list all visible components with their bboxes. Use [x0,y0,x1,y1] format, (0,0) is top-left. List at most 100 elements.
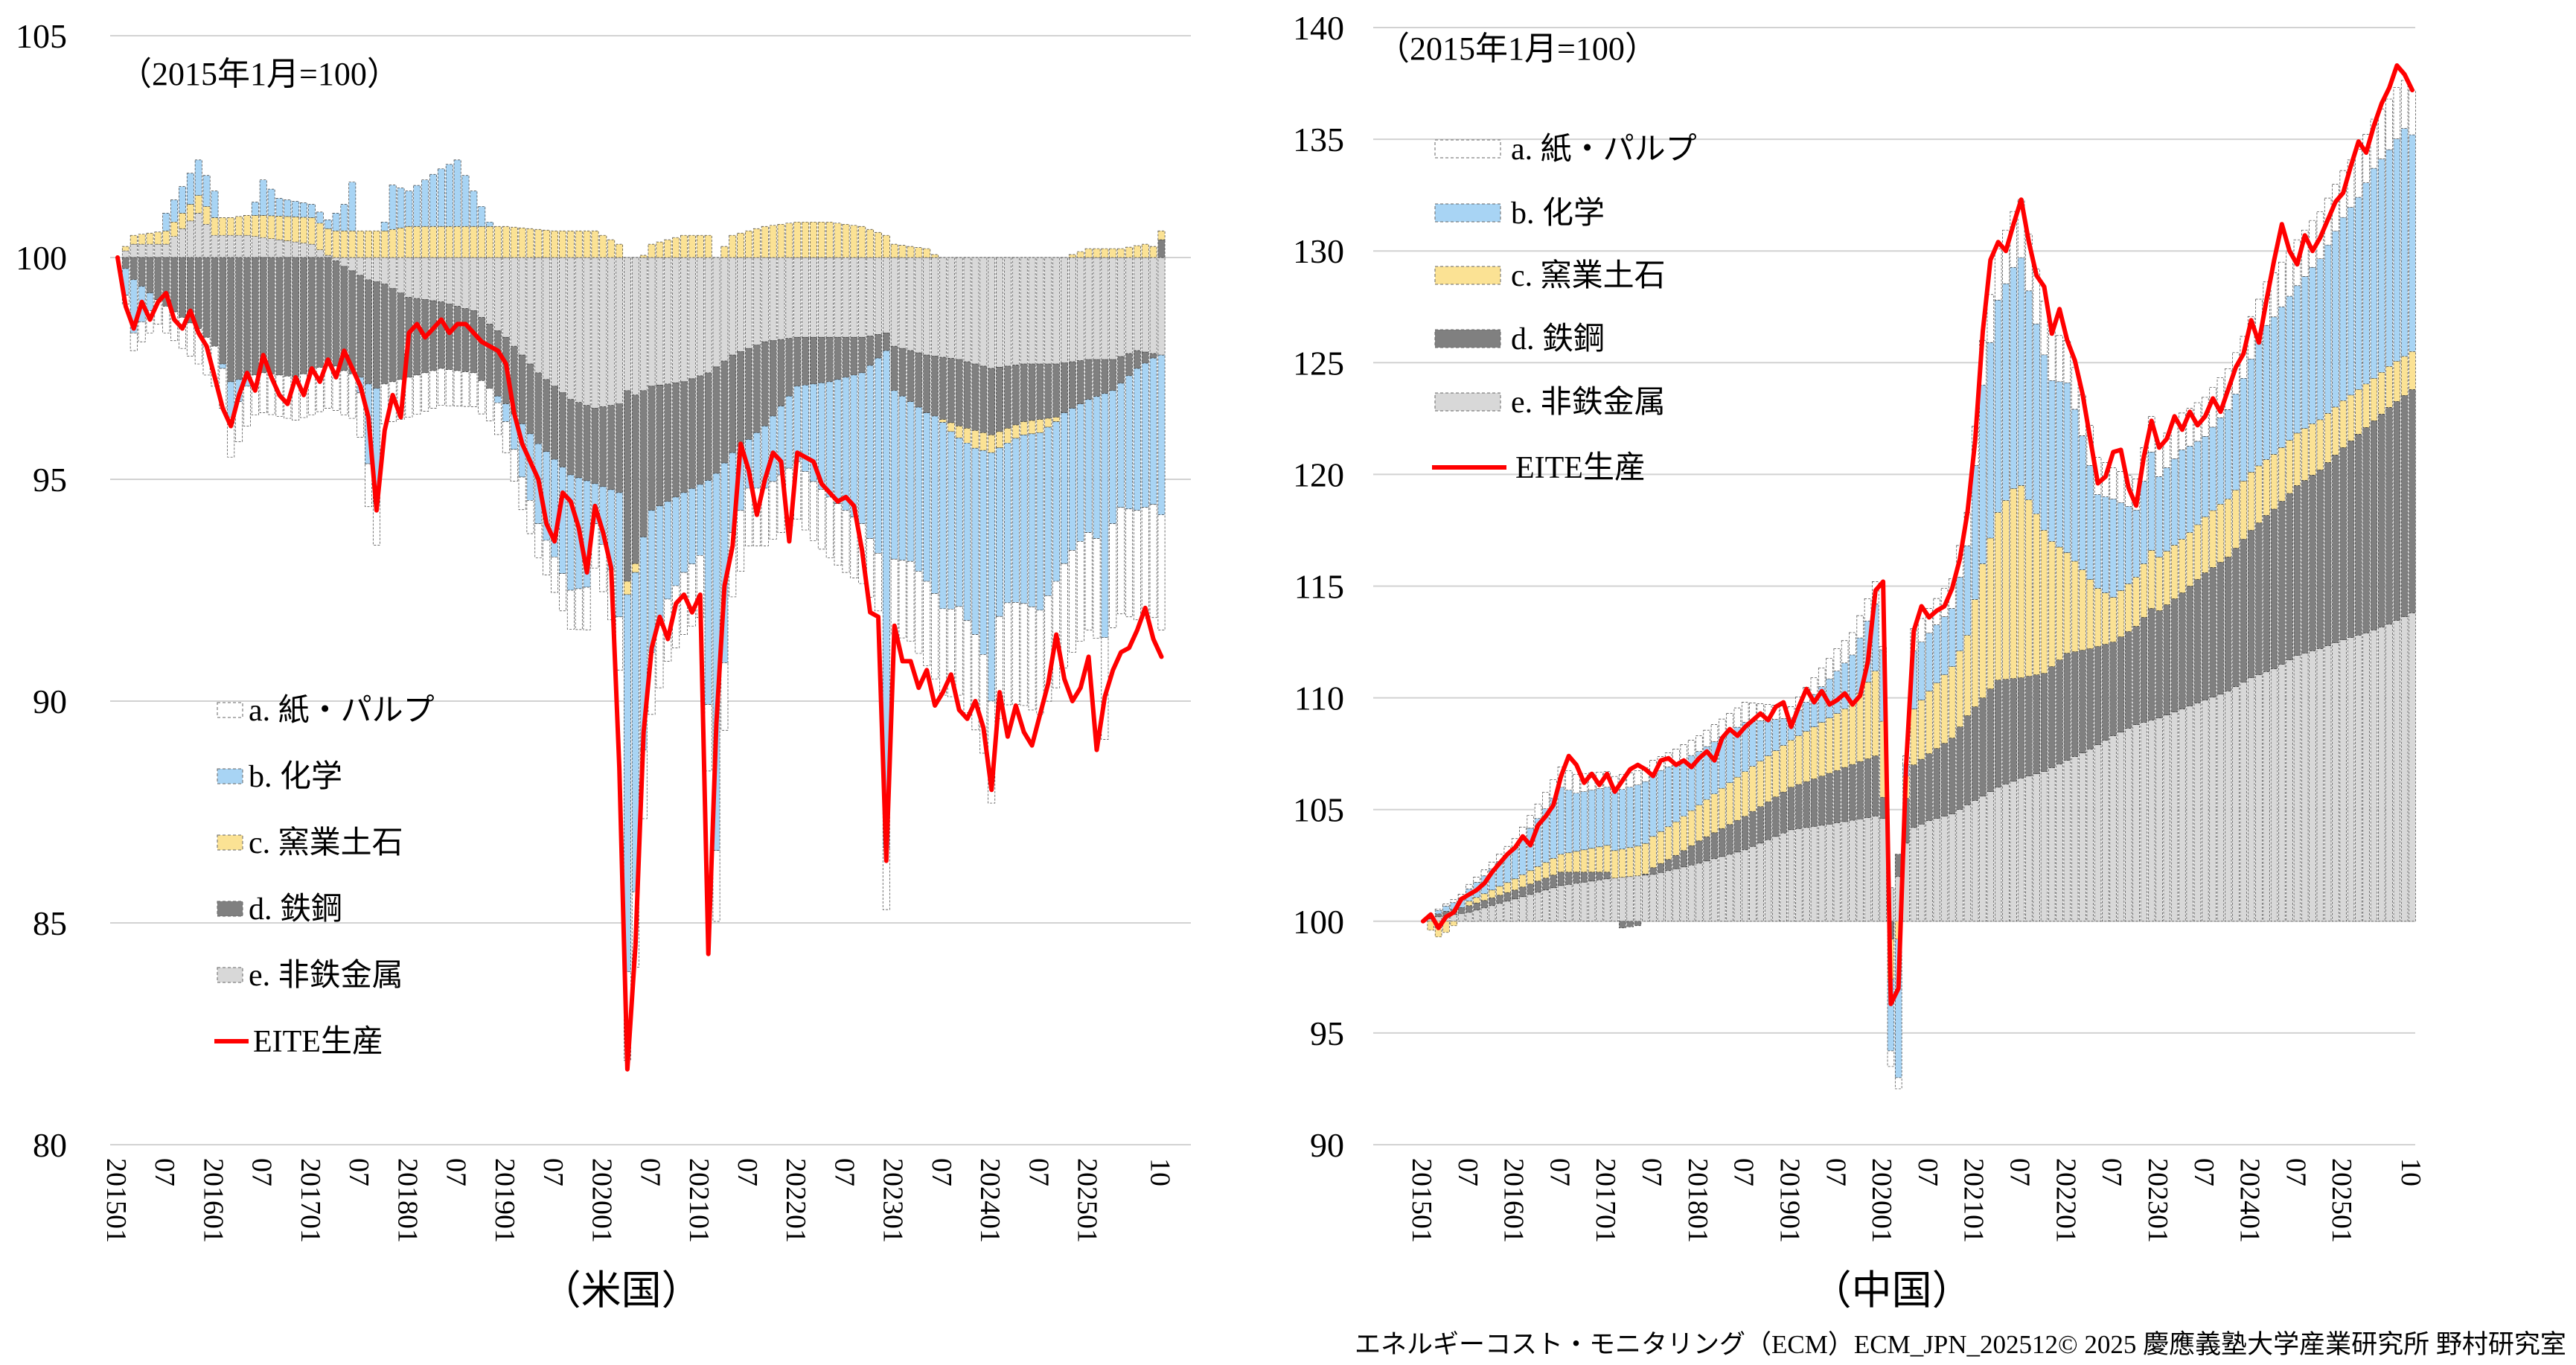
bar-segment-c [380,230,389,258]
bar-segment-c [2170,545,2179,599]
bar-segment-b [170,199,179,223]
bar-segment-a [1810,677,1818,695]
bar-segment-c [1603,845,1611,873]
x-axis-label: 07 [343,1158,374,1186]
x-axis-label: 201601 [197,1158,228,1243]
bar-segment-d [2393,400,2401,621]
bar-segment-e [1480,907,1489,922]
bar-segment-d [1687,845,1696,866]
cn-legend: a. 紙・パルプ b. 化学 c. 窯業土石 d. 鉄鋼 e. 非鉄金属 EITE生産 [1432,132,1697,485]
bar-segment-d [1534,880,1542,893]
bar-segment-a [745,488,752,546]
bar-segment-e [2293,655,2301,922]
bar-segment-c [2224,499,2232,557]
bar-segment-a [672,585,680,648]
bar-segment-b [1565,790,1573,854]
bar-segment-c [1565,852,1573,873]
bar-segment-e [1076,257,1084,361]
bar-segment-d [2079,650,2086,753]
bar-segment-d [154,257,162,300]
bar-segment-d [1849,764,1856,821]
bar-segment-c [534,228,543,258]
bar-segment-a [566,589,575,630]
bar-segment-d [2140,617,2148,723]
bar-segment-a [1125,508,1133,618]
bar-segment-c [923,248,931,258]
bar-segment-b [1680,759,1688,817]
bar-segment-e [502,257,510,338]
bar-segment-c [688,234,696,258]
bar-segment-c [850,225,858,258]
bar-segment-c [2324,412,2332,463]
bar-segment-b [437,168,445,227]
bar-segment-b [1542,808,1550,863]
bar-segment-a [729,532,737,598]
bar-segment-c [259,215,267,238]
bar-segment-a [599,544,607,592]
bar-segment-e [235,234,243,258]
bar-segment-e [955,257,963,360]
bar-segment-e [1133,257,1141,351]
bar-segment-d [2102,644,2109,741]
bar-segment-d [284,257,292,377]
bar-segment-c [1933,682,1940,749]
bar-segment-b [1741,722,1749,773]
bar-segment-d [1933,748,1940,819]
cn-country-label: （中国） [1812,1268,1972,1313]
bar-segment-e [785,257,793,339]
us-bars [121,159,1166,1061]
bar-segment-b [1442,906,1450,912]
bar-segment-e [1994,787,2002,922]
bar-segment-c [2347,394,2355,441]
bar-segment-a [2056,335,2063,383]
bar-segment-c [235,216,243,236]
bar-segment-b [1003,442,1011,604]
bar-segment-a [850,517,858,578]
bar-segment-d [2232,548,2240,687]
bar-segment-a [1157,514,1166,630]
bar-segment-b [1117,383,1125,508]
bar-segment-b [793,386,802,462]
bar-segment-b [202,175,211,207]
bar-segment-e [639,257,648,391]
bar-segment-a [2063,339,2071,383]
bar-segment-d [1061,362,1068,413]
bar-segment-e [2286,659,2293,922]
bar-segment-e [1741,849,1749,922]
x-axis-label: 07 [1820,1158,1851,1186]
bar-segment-e [1603,878,1611,922]
bar-segment-e [2316,648,2324,922]
bar-segment-e [2263,671,2270,922]
bar-segment-c [1940,674,1949,744]
bar-segment-a [437,368,445,406]
bar-segment-e [2033,773,2040,922]
bar-segment-a [1749,703,1757,722]
bar-segment-d [259,257,267,374]
bar-segment-b [1949,608,1956,667]
bar-segment-e [324,255,332,258]
legend-swatch-c [1434,266,1501,285]
bar-segment-c [405,226,413,258]
x-axis-label: 201501 [1406,1158,1437,1243]
bar-segment-a [307,370,316,415]
bar-segment-c [680,234,688,258]
bar-segment-b [1726,732,1733,784]
bar-segment-e [737,257,745,353]
bar-segment-a [2385,98,2393,150]
bar-segment-b [1987,342,1995,539]
bar-segment-a [955,606,963,696]
bar-segment-c [1480,893,1489,901]
bar-segment-a [1994,248,2002,301]
bar-segment-e [915,257,923,354]
bar-segment-e [1925,820,1933,922]
bar-segment-d [397,292,405,380]
bar-segment-a [1573,774,1580,794]
bar-segment-e [170,236,179,258]
bar-segment-d [745,348,752,440]
bar-segment-b [696,484,704,556]
bar-segment-d [2010,678,2018,782]
bar-segment-b [1596,788,1603,848]
bar-segment-c [2179,539,2186,593]
bar-segment-d [2378,413,2385,627]
bar-segment-c [365,230,372,258]
